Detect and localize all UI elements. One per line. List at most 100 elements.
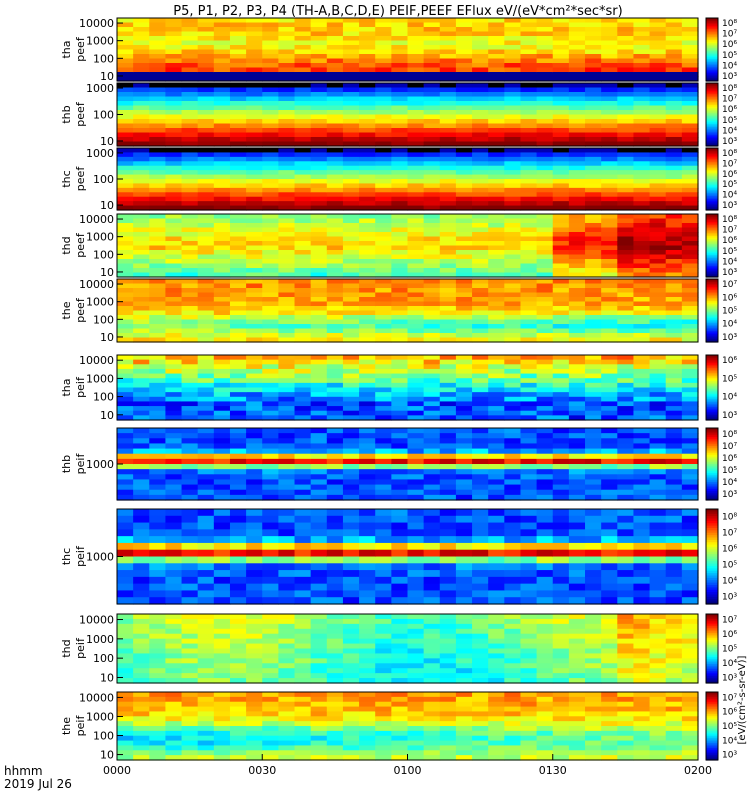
heatmap-cell [391, 72, 409, 78]
heatmap-cell [165, 128, 183, 134]
heatmap-cell [133, 283, 150, 289]
heatmap-cell [342, 288, 360, 294]
heatmap-cell [197, 279, 215, 285]
heatmap-cell [520, 415, 538, 421]
heatmap-cell [552, 373, 570, 379]
heatmap-cell [488, 165, 505, 171]
heatmap-cell [197, 484, 215, 491]
heatmap-cell [391, 583, 409, 592]
heatmap-cell [504, 355, 522, 361]
heatmap-cell [294, 137, 312, 143]
heatmap-cell [520, 137, 538, 143]
heatmap-cell [310, 489, 328, 496]
heatmap-cell [117, 250, 134, 256]
heatmap-cell [278, 448, 296, 455]
heatmap-cell [359, 673, 376, 679]
heatmap-cell [262, 63, 279, 69]
heatmap-cell [407, 392, 425, 398]
heatmap-cell [391, 509, 409, 517]
heatmap-cell [681, 101, 699, 107]
heatmap-cell [310, 618, 328, 625]
heatmap-cell [310, 509, 328, 517]
heatmap-cell [310, 128, 328, 134]
heatmap-cell [213, 556, 231, 564]
heatmap-cell [681, 618, 699, 625]
colorbar-swatch [706, 220, 718, 223]
heatmap-cell [455, 179, 473, 185]
heatmap-cell [197, 515, 215, 524]
heatmap-cell [117, 196, 134, 202]
heatmap-cell [375, 678, 392, 684]
heatmap-cell [504, 187, 522, 193]
heatmap-cell [181, 328, 199, 334]
heatmap-cell [617, 433, 635, 439]
heatmap-cell [375, 597, 392, 605]
heatmap-cell [681, 590, 699, 598]
heatmap-cell [504, 174, 522, 180]
heatmap-cell [407, 401, 425, 407]
heatmap-cell [294, 152, 312, 158]
heatmap-cell [649, 433, 667, 439]
heatmap-cell [262, 614, 279, 620]
heatmap-cell [455, 36, 473, 42]
heatmap-cell [423, 396, 441, 403]
heatmap-cell [455, 406, 473, 412]
heatmap-cell [117, 673, 134, 679]
heatmap-cell [423, 54, 441, 60]
heatmap-cell [649, 192, 667, 198]
heatmap-cell [181, 165, 199, 171]
heatmap-cell [455, 92, 473, 98]
heatmap-cell [229, 628, 247, 635]
heatmap-cell [488, 301, 505, 307]
heatmap-cell [213, 148, 231, 154]
heatmap-cell [681, 428, 699, 434]
heatmap-cell [439, 174, 457, 180]
heatmap-cell [278, 22, 296, 28]
heatmap-cell [310, 259, 328, 265]
heatmap-cell [455, 378, 473, 384]
heatmap-cell [649, 83, 667, 89]
heatmap-cell [165, 114, 183, 120]
heatmap-cell [439, 464, 457, 470]
heatmap-cell [117, 469, 134, 475]
heatmap-cell [536, 196, 554, 202]
heatmap-cell [601, 259, 618, 265]
heatmap-cell [294, 396, 312, 403]
heatmap-cell [488, 378, 505, 384]
colorbar-tick-label: 10⁴ [722, 576, 737, 586]
colorbar-tick-label: 10⁴ [722, 393, 737, 403]
heatmap-cell [649, 245, 667, 251]
heatmap-cell [246, 241, 263, 247]
heatmap-cell [262, 319, 279, 325]
heatmap-cell [552, 433, 570, 439]
heatmap-cell [585, 72, 602, 78]
heatmap-cell [294, 469, 312, 475]
heatmap-cell [359, 590, 376, 598]
heatmap-cell [342, 310, 360, 316]
heatmap-cell [213, 18, 231, 24]
colorbar-swatch [706, 364, 718, 367]
heatmap-cell [342, 187, 360, 193]
heatmap-cell [294, 359, 312, 365]
colorbar-swatch [706, 288, 718, 291]
colorbar-swatch [706, 35, 718, 38]
heatmap-cell [633, 170, 651, 176]
colorbar-swatch [706, 142, 718, 146]
heatmap-cell [246, 638, 263, 645]
heatmap-cell [197, 110, 215, 116]
heatmap-cell [375, 489, 392, 496]
heatmap-cell [585, 324, 602, 330]
heatmap-cell [455, 301, 473, 307]
heatmap-cell [294, 183, 312, 189]
heatmap-cell [423, 31, 441, 37]
panel-product-label: peif [74, 376, 87, 398]
heatmap-cell [665, 355, 683, 361]
colorbar-swatch [706, 200, 718, 203]
heatmap-cell [585, 401, 602, 407]
heatmap-cell [246, 132, 263, 138]
heatmap-cell [617, 648, 635, 655]
heatmap-cell [649, 401, 667, 407]
heatmap-cell [197, 359, 215, 365]
heatmap-cell [213, 76, 231, 82]
heatmap-cell [455, 174, 473, 180]
